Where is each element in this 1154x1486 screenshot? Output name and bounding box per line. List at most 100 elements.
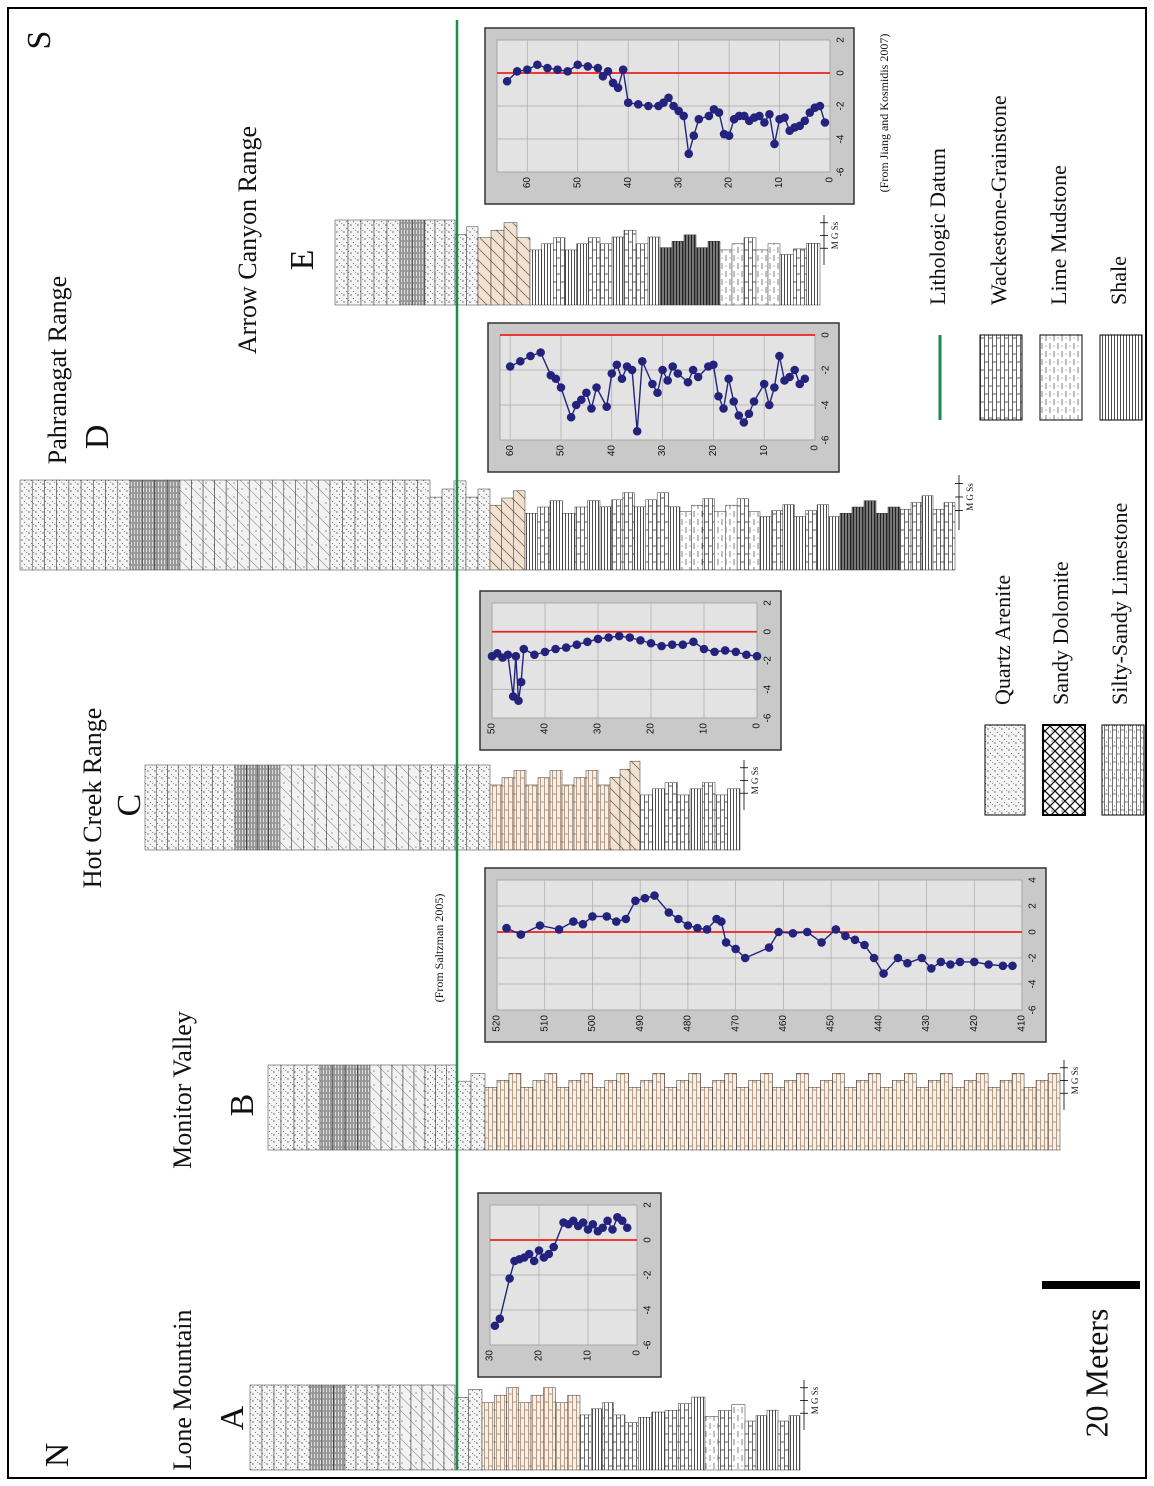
lithology-bed bbox=[393, 480, 406, 570]
isotope-point bbox=[760, 118, 769, 127]
lithology-bed bbox=[856, 1080, 868, 1150]
lithology-bed bbox=[335, 220, 348, 305]
x-tick-label: 2 bbox=[1028, 903, 1039, 909]
isotope-point bbox=[504, 650, 513, 659]
lithology-bed bbox=[513, 491, 525, 570]
lithology-bed bbox=[876, 513, 888, 570]
isotope-point bbox=[604, 67, 613, 76]
lithology-bed bbox=[653, 789, 666, 850]
isotope-point bbox=[803, 928, 812, 937]
isotope-point bbox=[517, 678, 526, 687]
lithology-bed bbox=[180, 480, 192, 570]
legend-swatch bbox=[1043, 725, 1085, 815]
isotope-point bbox=[589, 1220, 598, 1229]
isotope-point bbox=[832, 925, 841, 934]
lithology-bed bbox=[864, 501, 876, 570]
lithology-bed bbox=[521, 1087, 533, 1150]
isotope-point bbox=[664, 93, 673, 102]
lithology-bed bbox=[491, 230, 504, 305]
lithology-bed bbox=[215, 480, 227, 570]
isotope-point bbox=[745, 409, 754, 418]
lithology-bed bbox=[387, 220, 400, 305]
isotope-point bbox=[594, 635, 603, 644]
lithology-bed bbox=[519, 1403, 531, 1470]
lithology-bed bbox=[478, 765, 490, 850]
y-tick-label: 420 bbox=[969, 1015, 980, 1032]
isotope-point bbox=[785, 373, 794, 382]
isotope-point bbox=[851, 936, 860, 945]
y-tick-label: 0 bbox=[632, 1350, 643, 1356]
isotope-point bbox=[700, 645, 709, 654]
y-tick-label: 30 bbox=[657, 445, 668, 457]
isotope-point bbox=[710, 648, 719, 657]
isotope-point bbox=[722, 938, 731, 947]
lithology-bed bbox=[281, 1065, 294, 1150]
legend-label: Lime Mudstone bbox=[1046, 165, 1071, 305]
isotope-point bbox=[821, 118, 830, 127]
isotope-point bbox=[709, 360, 718, 369]
lithology-bed bbox=[708, 241, 720, 305]
lithology-bed bbox=[652, 1412, 665, 1470]
lithology-bed bbox=[380, 480, 393, 570]
y-tick-label: 0 bbox=[810, 445, 821, 451]
lithology-bed bbox=[796, 1073, 808, 1150]
lithology-bed bbox=[678, 795, 691, 850]
lithology-bed bbox=[425, 1065, 436, 1150]
y-tick-label: 30 bbox=[673, 177, 684, 189]
lithology-bed bbox=[888, 507, 900, 570]
source-note: (From Saltzman 2005) bbox=[432, 894, 446, 1003]
lithology-bed bbox=[392, 1065, 403, 1150]
lithology-bed bbox=[224, 765, 235, 850]
y-tick-label: 20 bbox=[724, 177, 735, 189]
lithology-bed bbox=[581, 1073, 593, 1150]
isotope-point bbox=[622, 915, 631, 924]
lithology-bed bbox=[413, 220, 426, 305]
isotope-point bbox=[573, 640, 582, 649]
isotope-point bbox=[668, 640, 677, 649]
lithology-bed bbox=[378, 1385, 389, 1470]
lithology-bed bbox=[660, 248, 672, 305]
isotope-point bbox=[602, 912, 611, 921]
isotope-point bbox=[533, 60, 542, 69]
lithology-bed bbox=[57, 480, 69, 570]
x-tick-label: -6 bbox=[836, 167, 847, 176]
isotope-point bbox=[588, 912, 597, 921]
lithology-bed bbox=[504, 223, 517, 305]
lithology-bed bbox=[542, 244, 554, 305]
lithology-bed bbox=[636, 244, 648, 305]
x-tick-label: 0 bbox=[821, 332, 832, 338]
lithology-bed bbox=[580, 1415, 591, 1470]
lithology-bed bbox=[598, 785, 610, 850]
legend-label: Silty-Sandy Limestone bbox=[1107, 503, 1132, 705]
isotope-point bbox=[841, 932, 850, 941]
section-name: Arrow Canyon Range bbox=[233, 126, 262, 354]
isotope-point bbox=[557, 383, 566, 392]
lithology-bed bbox=[525, 513, 538, 570]
grain-scale-label: M G Ss bbox=[750, 766, 760, 794]
lithology-bed bbox=[478, 238, 491, 305]
lithology-bed bbox=[705, 1416, 718, 1470]
lithology-bed bbox=[624, 230, 636, 305]
isotope-point bbox=[674, 915, 683, 924]
y-tick-label: 40 bbox=[540, 723, 551, 735]
lithology-bed bbox=[530, 250, 542, 305]
isotope-point bbox=[563, 67, 572, 76]
isotope-point bbox=[790, 366, 799, 375]
isotope-point bbox=[653, 388, 662, 397]
grain-scale-label: M G Ss bbox=[830, 221, 840, 249]
isotope-point bbox=[870, 954, 879, 963]
y-tick-label: 510 bbox=[539, 1015, 550, 1032]
y-tick-label: 30 bbox=[485, 1350, 496, 1362]
lithology-bed bbox=[646, 500, 657, 570]
lithology-bed bbox=[794, 517, 805, 570]
lithology-bed bbox=[617, 1073, 629, 1150]
y-tick-label: 490 bbox=[635, 1015, 646, 1032]
legend-label: Shale bbox=[1106, 256, 1131, 305]
x-tick-label: 2 bbox=[836, 37, 847, 43]
lithology-bed bbox=[333, 1385, 345, 1470]
lithology-bed bbox=[155, 480, 168, 570]
x-tick-label: 0 bbox=[763, 629, 774, 635]
isotope-point bbox=[607, 369, 616, 378]
lithology-bed bbox=[444, 1385, 455, 1470]
lithology-bed bbox=[718, 1411, 731, 1471]
